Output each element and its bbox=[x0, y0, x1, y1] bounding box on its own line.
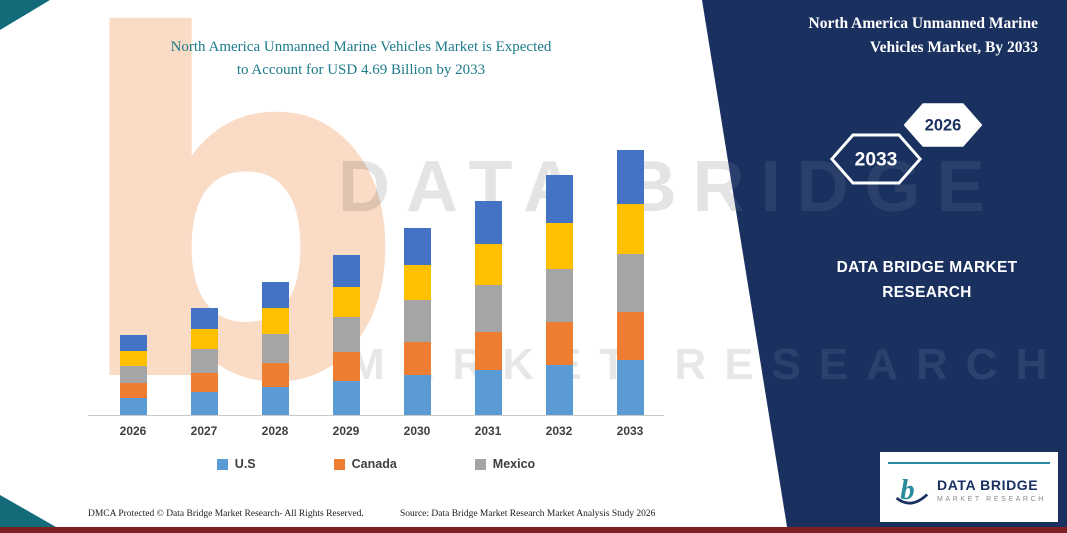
chart-title: North America Unmanned Marine Vehicles M… bbox=[95, 36, 627, 83]
bar-segment-canada bbox=[261, 363, 289, 387]
bar-segment-unlabeled-blue- bbox=[616, 150, 644, 204]
bar-segment-canada bbox=[119, 383, 147, 399]
bar-segment-u-s bbox=[545, 364, 573, 415]
legend-item-mexico: Mexico bbox=[474, 457, 536, 471]
legend-item-u-s: U.S bbox=[216, 457, 256, 471]
bar-segment-u-s bbox=[332, 381, 360, 415]
chart-legend: U.S Canada Mexico bbox=[90, 457, 662, 471]
stacked-bar-2031 bbox=[474, 201, 502, 415]
stacked-bar-2029 bbox=[332, 254, 360, 415]
logo-tagline: MARKET RESEARCH bbox=[937, 495, 1046, 503]
bar-segment-canada bbox=[332, 352, 360, 382]
bar-segment-canada bbox=[190, 373, 218, 393]
bar-segment-u-s bbox=[616, 359, 644, 415]
legend-swatch bbox=[333, 458, 345, 470]
legend-item-canada: Canada bbox=[333, 457, 397, 471]
bar-segment-unlabeled-yellow- bbox=[474, 244, 502, 286]
bottom-left-corner-accent bbox=[0, 495, 56, 527]
x-tick-label-2031: 2031 bbox=[474, 424, 502, 438]
bar-segment-u-s bbox=[474, 370, 502, 415]
bar-segment-mexico bbox=[190, 349, 218, 374]
x-tick-label-2029: 2029 bbox=[332, 424, 360, 438]
chart-title-line2: to Account for USD 4.69 Billion by 2033 bbox=[236, 62, 486, 79]
x-axis bbox=[88, 415, 664, 416]
brand-name-text: DATA BRIDGE MARKET RESEARCH bbox=[836, 259, 1018, 301]
bar-segment-unlabeled-yellow- bbox=[545, 223, 573, 270]
hexagon-outline bbox=[829, 133, 923, 185]
bar-segment-canada bbox=[403, 341, 431, 376]
bar-segment-unlabeled-blue- bbox=[119, 334, 147, 351]
bottom-accent-bar bbox=[0, 527, 1067, 533]
logo-swoosh bbox=[895, 493, 929, 505]
legend-swatch bbox=[474, 458, 486, 470]
bar-segment-unlabeled-blue- bbox=[332, 254, 360, 287]
stacked-bar-2033 bbox=[616, 150, 644, 415]
bar-segment-mexico bbox=[261, 333, 289, 364]
chart-title-line1: North America Unmanned Marine Vehicles M… bbox=[170, 39, 552, 55]
hexagon-fill bbox=[903, 103, 983, 147]
data-bridge-logo-icon: b bbox=[895, 474, 929, 506]
top-left-corner-accent bbox=[0, 0, 50, 30]
bar-segment-unlabeled-yellow- bbox=[261, 308, 289, 334]
bar-segment-canada bbox=[616, 312, 644, 360]
bar-segment-u-s bbox=[261, 386, 289, 415]
stacked-bar-2026 bbox=[119, 334, 147, 415]
bar-segment-mexico bbox=[545, 269, 573, 322]
bar-segment-unlabeled-yellow- bbox=[616, 203, 644, 254]
hexagon-badge-2033-label: 2033 bbox=[855, 150, 898, 171]
bar-segment-unlabeled-blue- bbox=[403, 228, 431, 265]
bar-segment-unlabeled-yellow- bbox=[190, 329, 218, 350]
bar-segment-mexico bbox=[332, 317, 360, 353]
stacked-bar-2027 bbox=[190, 308, 218, 415]
logo-b-glyph: b bbox=[900, 474, 914, 506]
watermark-line1-on-panel: DATA BRIDGE bbox=[338, 147, 1001, 227]
bar-segment-u-s bbox=[403, 375, 431, 415]
stacked-bar-2032 bbox=[545, 175, 573, 415]
bar-segment-unlabeled-blue- bbox=[261, 281, 289, 309]
bar-segment-unlabeled-yellow- bbox=[332, 286, 360, 318]
x-tick-label-2026: 2026 bbox=[119, 424, 147, 438]
logo-name: DATA BRIDGE bbox=[937, 477, 1039, 494]
bar-segment-mexico bbox=[403, 300, 431, 342]
x-tick-label-2032: 2032 bbox=[545, 424, 573, 438]
bar-segment-mexico bbox=[119, 365, 147, 384]
bar-segment-unlabeled-blue- bbox=[545, 175, 573, 224]
hexagon-badge-2026: 2026 bbox=[903, 103, 983, 147]
x-tick-label-2028: 2028 bbox=[261, 424, 289, 438]
stacked-bar-2030 bbox=[403, 228, 431, 415]
stacked-bar-2028 bbox=[261, 281, 289, 415]
bar-segment-unlabeled-yellow- bbox=[403, 264, 431, 301]
dmca-notice: DMCA Protected © Data Bridge Market Rese… bbox=[88, 509, 364, 519]
side-panel-heading: North America Unmanned Marine Vehicles M… bbox=[808, 15, 1038, 57]
bar-segment-unlabeled-yellow- bbox=[119, 350, 147, 366]
source-note: Source: Data Bridge Market Research Mark… bbox=[400, 509, 656, 519]
legend-label: U.S bbox=[234, 457, 256, 471]
hexagon-badge-2026-label: 2026 bbox=[925, 117, 961, 135]
bar-segment-unlabeled-blue- bbox=[190, 308, 218, 330]
legend-label: Canada bbox=[351, 457, 397, 471]
bar-segment-canada bbox=[474, 331, 502, 371]
stacked-bar-chart bbox=[90, 150, 662, 415]
bar-segment-mexico bbox=[474, 285, 502, 332]
x-tick-label-2027: 2027 bbox=[190, 424, 218, 438]
x-tick-label-2033: 2033 bbox=[616, 424, 644, 438]
legend-label: Mexico bbox=[492, 457, 536, 471]
bar-segment-u-s bbox=[190, 392, 218, 415]
logo-block: b DATA BRIDGE MARKET RESEARCH bbox=[880, 452, 1058, 522]
x-tick-label-2030: 2030 bbox=[403, 424, 431, 438]
bar-segment-mexico bbox=[616, 254, 644, 313]
bar-segment-unlabeled-blue- bbox=[474, 201, 502, 245]
legend-swatch bbox=[216, 458, 228, 470]
bar-segment-canada bbox=[545, 321, 573, 365]
hexagon-badge-2033: 2033 bbox=[829, 133, 923, 185]
bar-segment-u-s bbox=[119, 398, 147, 415]
logo-divider-line bbox=[888, 462, 1050, 464]
x-axis-labels: 2026 2027 2028 2029 2030 2031 2032 2033 bbox=[90, 424, 662, 440]
